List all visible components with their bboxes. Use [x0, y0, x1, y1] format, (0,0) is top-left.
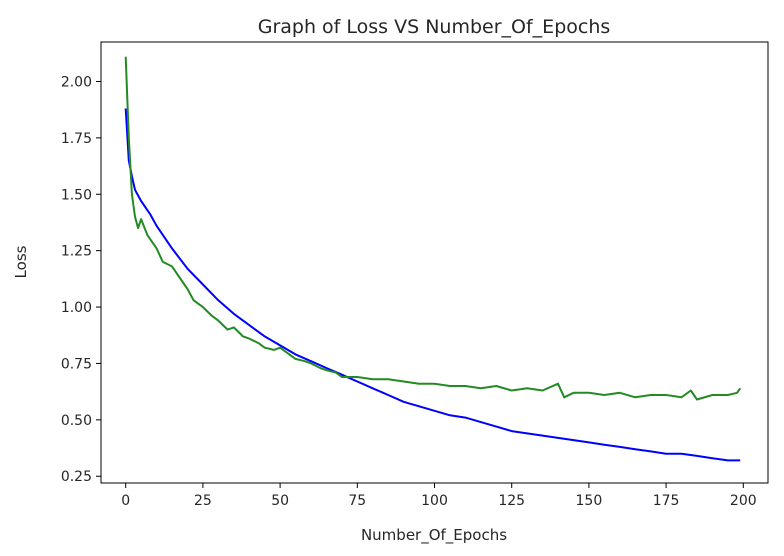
plot-frame [100, 41, 769, 484]
x-tick-label: 125 [498, 493, 525, 509]
x-tick-label: 50 [271, 493, 289, 509]
y-tick-label: 1.00 [61, 300, 92, 316]
x-axis-label: Number_Of_Epochs [361, 526, 507, 545]
y-tick-label: 1.75 [61, 131, 92, 147]
y-tick-label: 0.25 [61, 469, 92, 485]
y-tick-label: 0.75 [61, 356, 92, 372]
y-tick-label: 0.50 [61, 413, 92, 429]
x-tick-label: 0 [121, 493, 130, 509]
x-axis-ticks: 0 25 50 75 100 125 150 175 200 [121, 483, 757, 509]
y-tick-label: 2.00 [61, 74, 92, 90]
x-tick-label: 25 [194, 493, 212, 509]
y-tick-label: 1.25 [61, 244, 92, 260]
x-tick-label: 175 [653, 493, 680, 509]
series-line-1 [124, 108, 741, 462]
x-tick-label: 150 [576, 493, 603, 509]
series-layer [124, 56, 742, 462]
x-tick-label: 75 [348, 493, 366, 509]
x-tick-label: 100 [421, 493, 448, 509]
x-tick-label: 200 [730, 493, 757, 509]
series-line-2 [124, 56, 742, 401]
y-axis-ticks: 0.25 0.50 0.75 1.00 1.25 1.50 1.75 2.00 [61, 74, 101, 485]
y-tick-label: 1.50 [61, 187, 92, 203]
chart-title: Graph of Loss VS Number_Of_Epochs [258, 16, 611, 38]
y-axis-label: Loss [12, 245, 30, 278]
